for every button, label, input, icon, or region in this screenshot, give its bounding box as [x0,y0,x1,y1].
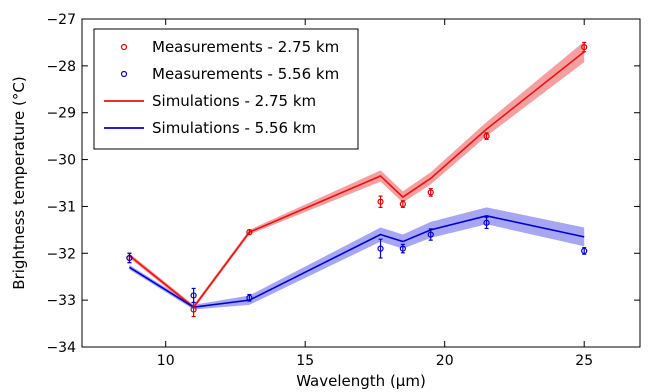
y-tick-label: −31 [46,199,76,215]
legend-label-simulations-5-56: Simulations - 5.56 km [152,119,316,137]
axis-ticks: 10 15 20 25 −34 −33 −32 −31 −30 −29 −28 −27 [46,12,640,369]
simulation-lines [128,51,585,309]
marker-series-0-5 [427,189,434,196]
x-tick-label: 15 [296,353,314,369]
y-tick-label: −33 [46,293,76,309]
legend-marker-measurements-5-56 [120,70,128,78]
plot-frame [81,18,641,348]
legend-entry-measurements-2-75: Measurements - 2.75 km [120,38,339,56]
legend-entry-simulations-2-75: Simulations - 2.75 km [104,92,316,110]
legend-entry-simulations-5-56: Simulations - 5.56 km [104,119,316,137]
measurement-markers [126,41,588,318]
legend-marker-measurements-2-75 [120,43,128,51]
y-axis-label: Brightness temperature (°C) [10,76,28,289]
legend-label-measurements-5-56: Measurements - 5.56 km [152,65,339,83]
uncertainty-bands [129,41,585,310]
marker-series-0-3 [377,198,384,205]
x-axis-label: Wavelength (μm) [296,372,426,390]
line-series-2 [128,51,585,309]
marker-series-1-2 [246,294,253,301]
marker-series-1-3 [377,245,384,252]
marker-series-1-7 [581,247,588,255]
y-tick-label: −27 [46,12,76,28]
marker-series-1-5 [427,231,434,238]
marker-series-0-1 [190,306,197,313]
marker-series-0-6 [483,133,490,140]
marker-series-0-7 [581,44,588,51]
y-tick-label: −29 [46,106,76,122]
legend-label-measurements-2-75: Measurements - 2.75 km [152,38,339,56]
y-tick-label: −28 [46,59,76,75]
marker-series-0-2 [246,229,253,236]
marker-series-1-1 [190,292,197,299]
x-tick-label: 25 [575,353,593,369]
line-series-3 [129,214,585,309]
y-tick-label: −34 [46,340,76,356]
legend: Measurements - 2.75 km Measurements - 5.… [93,28,359,150]
band-series-2 [129,41,585,310]
marker-series-0-4 [399,200,406,208]
legend-box [93,28,359,150]
y-tick-label: −32 [46,246,76,262]
legend-label-simulations-2-75: Simulations - 2.75 km [152,92,316,110]
x-tick-label: 10 [157,353,175,369]
y-tick-label: −30 [46,153,76,169]
x-tick-label: 20 [436,353,454,369]
marker-series-1-0 [126,254,133,262]
marker-series-1-6 [483,219,490,226]
legend-entry-measurements-5-56: Measurements - 5.56 km [120,65,339,83]
marker-series-1-4 [399,245,406,252]
